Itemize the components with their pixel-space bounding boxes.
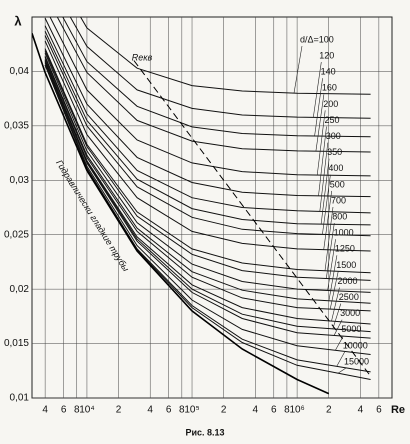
x-tick-label: 6 <box>271 405 277 416</box>
curve-label: 10000 <box>343 340 368 350</box>
curves <box>32 17 372 395</box>
leader-line <box>333 319 343 336</box>
curve-label: 350 <box>327 147 342 157</box>
curve-label: 300 <box>326 131 341 141</box>
leader-line <box>337 367 347 374</box>
curve-label: 800 <box>332 211 347 221</box>
x-tick-label: 8 <box>179 405 185 416</box>
leader-line <box>319 142 329 212</box>
x-tick-label: 10⁴ <box>79 405 94 416</box>
leader-line <box>320 158 330 225</box>
x-tick-label: 10⁵ <box>184 405 199 416</box>
leader-line <box>335 335 344 351</box>
leader-line <box>336 351 345 367</box>
curve <box>44 40 371 252</box>
x-tick-label: 4 <box>147 405 153 416</box>
curve-label: 250 <box>325 115 340 125</box>
curve <box>44 48 371 274</box>
curve <box>32 33 330 395</box>
x-tick-label: 4 <box>42 405 48 416</box>
leader-line <box>328 255 338 301</box>
curve-label: 1500 <box>336 260 356 270</box>
leader-line <box>326 223 335 279</box>
leader-line <box>324 206 334 271</box>
curve-label: 3000 <box>340 308 360 318</box>
curve-label: 400 <box>328 163 343 173</box>
leader-line <box>331 287 340 322</box>
curve <box>56 17 371 153</box>
x-tick-label: 10⁶ <box>289 405 304 416</box>
curve <box>62 17 371 138</box>
x-tick-label: 4 <box>358 405 364 416</box>
curve-label: 200 <box>323 99 338 109</box>
y-axis-label: λ <box>14 13 22 28</box>
leader-line <box>313 62 322 118</box>
curve-label: 1000 <box>334 228 354 238</box>
curve <box>44 52 371 293</box>
x-tick-label: 6 <box>166 405 172 416</box>
curve-label: d/Δ=100 <box>300 34 334 44</box>
curve-label: 700 <box>331 195 346 205</box>
curve-label: 120 <box>319 50 334 60</box>
curve-label: 15000 <box>344 356 369 366</box>
curve <box>49 17 371 177</box>
curve-label: 2500 <box>339 292 359 302</box>
curve <box>44 25 371 214</box>
x-tick-label: 6 <box>376 405 382 416</box>
leader-line <box>318 126 327 196</box>
curve <box>69 17 371 119</box>
y-tick-label: 0,015 <box>4 338 29 349</box>
curve-label: Reкв <box>132 52 153 62</box>
curve <box>44 50 371 281</box>
x-tick-label: 2 <box>326 405 332 416</box>
leader-line <box>315 94 325 152</box>
curve-label: 160 <box>322 83 337 93</box>
leader-line <box>316 110 326 176</box>
leader-line <box>322 174 331 235</box>
leader-line <box>332 303 342 329</box>
y-tick-label: 0,025 <box>4 229 29 240</box>
curve-label: 2000 <box>338 276 358 286</box>
curve <box>44 30 371 226</box>
x-tick-label: 4 <box>253 405 259 416</box>
x-tick-label: 6 <box>61 405 67 416</box>
curve <box>44 64 371 380</box>
curve <box>44 57 371 312</box>
x-tick-label: 8 <box>74 405 80 416</box>
leader-line <box>323 190 332 250</box>
leader-line <box>327 239 336 291</box>
x-tick-label: 2 <box>116 405 122 416</box>
y-tick-label: 0,035 <box>4 120 29 131</box>
y-tick-label: 0,01 <box>10 393 30 404</box>
curve <box>44 35 371 237</box>
curve <box>44 59 371 325</box>
curve-label: 5000 <box>341 324 361 334</box>
y-tick-label: 0,04 <box>10 66 30 77</box>
curve-label: 500 <box>330 179 345 189</box>
y-tick-label: 0,03 <box>10 175 30 186</box>
y-tick-label: 0,02 <box>10 284 30 295</box>
curve <box>44 17 371 198</box>
curve <box>44 61 371 339</box>
x-tick-label: 8 <box>284 405 290 416</box>
x-axis-label: Re <box>391 404 405 416</box>
curve <box>44 56 371 304</box>
leader-line <box>314 78 323 136</box>
curve <box>79 17 371 95</box>
caption: Рис. 8.13 <box>185 427 224 437</box>
leader-line <box>293 45 303 94</box>
curve-label: 1250 <box>335 244 355 254</box>
curve <box>44 62 371 355</box>
leader-line <box>329 271 339 310</box>
curve-label: 140 <box>321 67 336 77</box>
x-tick-label: 2 <box>221 405 227 416</box>
